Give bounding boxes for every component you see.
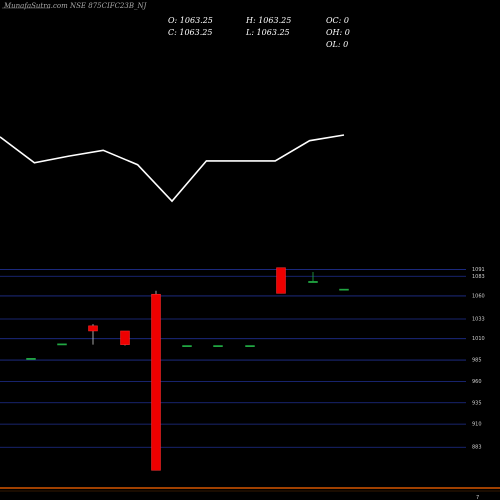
candle-body [276,267,286,294]
candle-body [245,345,255,347]
candle-body [182,345,192,347]
candle-body [57,343,67,346]
candle-body [151,293,161,471]
high-value: H: 1063.25 [246,16,292,25]
volume-label: 7 [476,495,479,500]
price-line [0,134,345,203]
y-tick-label: 960 [472,379,482,385]
y-tick-label: 1010 [472,336,485,342]
ol-value: OL: 0 [326,40,349,49]
y-tick-label: 1060 [472,293,485,299]
open-value: O: 1063.25 [168,16,213,25]
close-value: C: 1063.25 [168,28,213,37]
oh-value: OH: 0 [326,28,350,37]
y-tick-label: 1033 [472,317,485,323]
y-tick-label: 1091 [472,267,485,273]
candle-body [120,330,130,345]
candle-body [339,288,349,291]
y-tick-label: 1083 [472,274,485,280]
y-tick-label: 935 [472,400,482,406]
y-tick-label: 883 [472,445,482,451]
candle-body [88,325,98,332]
candle-body [26,358,36,360]
chart-title: MunafaSutra.com NSE 875CIFC23B_NJ [4,2,147,10]
low-value: L: 1063.25 [246,28,290,37]
y-tick-label: 910 [472,422,482,428]
candle-body [213,345,223,347]
y-tick-label: 985 [472,358,482,364]
oc-value: OC: 0 [326,16,350,25]
candle-body [308,281,318,283]
